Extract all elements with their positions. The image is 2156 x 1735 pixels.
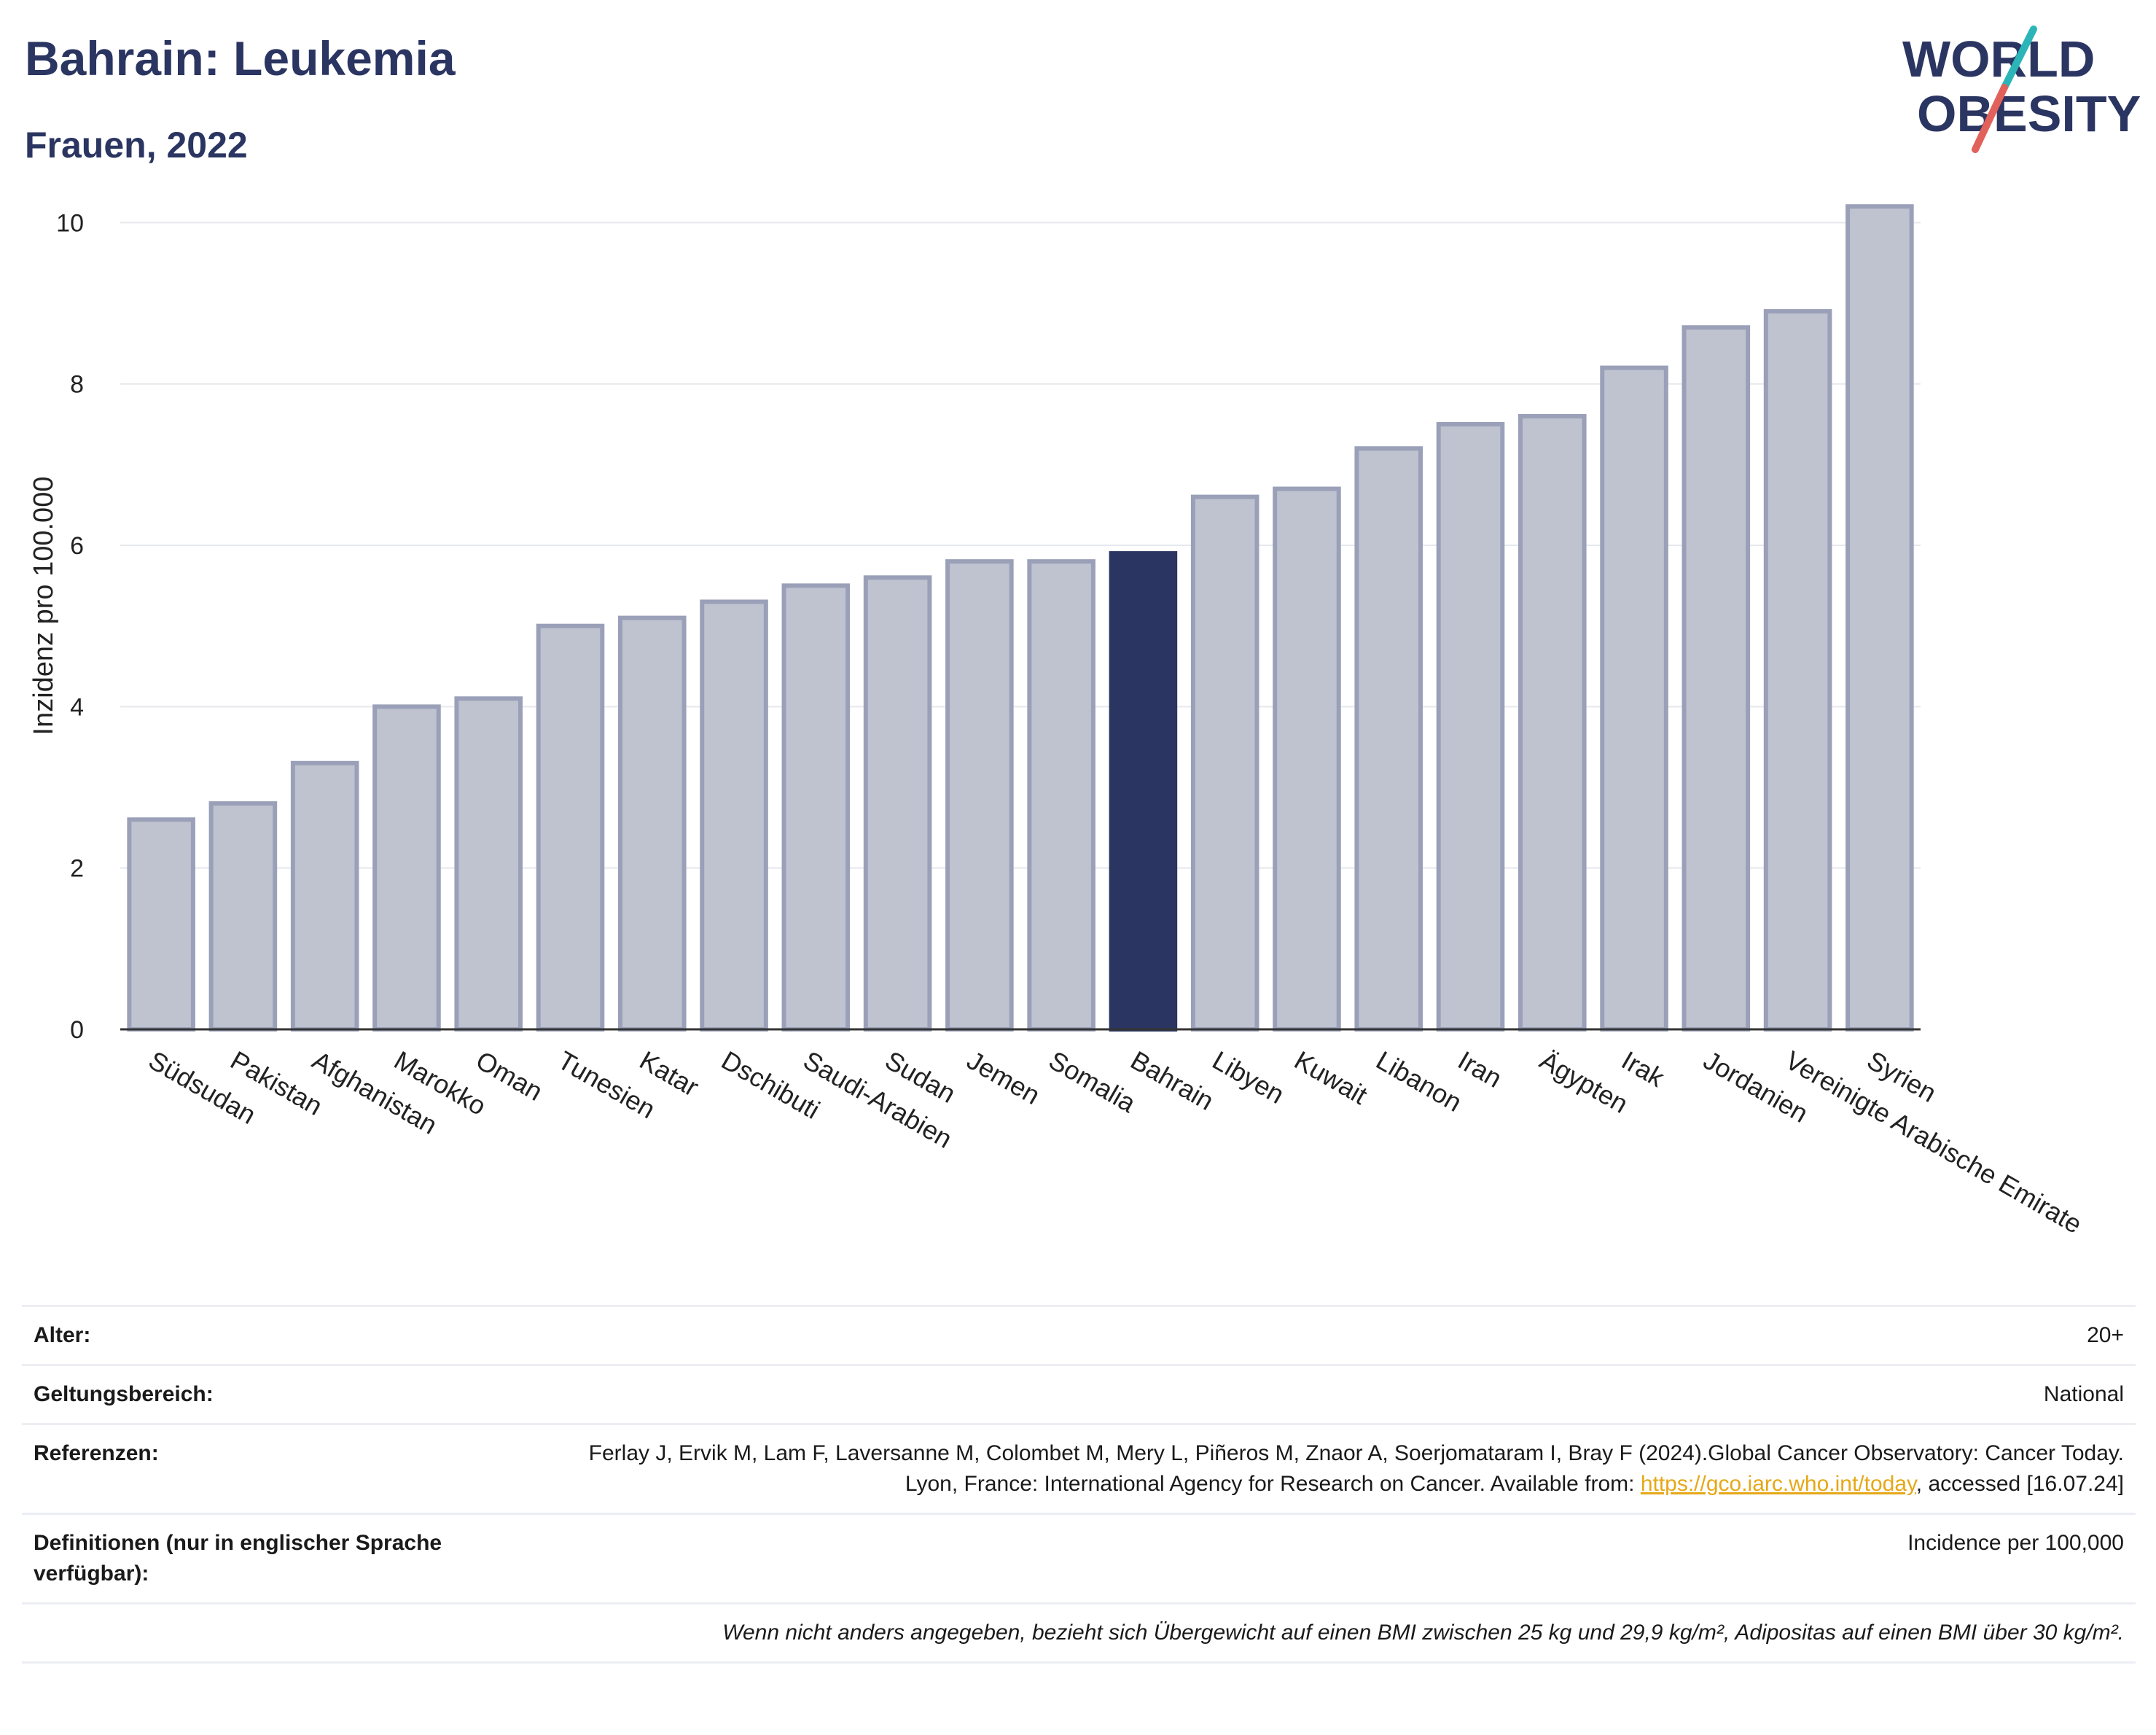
bar	[1436, 422, 1505, 1032]
bar	[1600, 365, 1668, 1032]
bar	[863, 575, 932, 1032]
x-tick-label: Libanon	[1371, 1045, 1466, 1118]
x-tick-label: Somalia	[1044, 1045, 1141, 1118]
x-tick-label: Bahrain	[1125, 1045, 1219, 1116]
age-label: Alter:	[34, 1323, 91, 1347]
x-tick-label: Jemen	[962, 1045, 1045, 1110]
age-value: 20+	[2087, 1323, 2124, 1347]
bar	[1109, 551, 1178, 1032]
bar	[454, 696, 523, 1032]
x-tick-label: Iran	[1453, 1045, 1507, 1093]
info-row-scope: Geltungsbereich: National	[22, 1364, 2136, 1423]
y-tick-label: 8	[70, 371, 84, 399]
logo-slash-teal	[2001, 26, 2037, 91]
bmi-note: Wenn nicht anders angegeben, bezieht sic…	[722, 1621, 2124, 1645]
x-tick-label: Vereinigte Arabische Emirate	[1781, 1045, 2087, 1239]
bar	[945, 559, 1014, 1032]
scope-label: Geltungsbereich:	[34, 1382, 214, 1406]
definitions-value: Incidence per 100,000	[1907, 1531, 2124, 1555]
x-tick-label: Ägypten	[1535, 1045, 1633, 1119]
references-accessed: , accessed [16.07.24]	[1915, 1472, 2124, 1496]
logo-line-2: OBESITY	[1917, 85, 2141, 142]
info-table: Alter: 20+ Geltungsbereich: National Ref…	[22, 1305, 2136, 1664]
world-obesity-logo: WORLD OBESITY	[1902, 26, 2141, 153]
chart-subtitle: Frauen, 2022	[25, 125, 248, 165]
y-axis-label: Inzidenz pro 100.000	[28, 477, 59, 736]
y-tick-label: 0	[70, 1016, 84, 1044]
bar	[372, 704, 441, 1032]
y-tick-label: 2	[70, 855, 84, 883]
bar	[208, 801, 278, 1032]
bar	[1190, 494, 1259, 1032]
definitions-label: Definitionen (nur in englischer Sprache …	[34, 1531, 442, 1586]
bar	[127, 817, 195, 1032]
chart-title: Bahrain: Leukemia	[25, 31, 456, 85]
references-text: Ferlay J, Ervik M, Lam F, Laversanne M, …	[588, 1441, 2124, 1496]
info-row-definitions: Definitionen (nur in englischer Sprache …	[22, 1513, 2136, 1602]
bar	[1682, 325, 1751, 1032]
bar	[700, 599, 768, 1032]
bar	[1027, 559, 1095, 1032]
bar	[1518, 413, 1587, 1032]
x-tick-label: Kuwait	[1289, 1045, 1372, 1110]
info-row-note: Wenn nicht anders angegeben, bezieht sic…	[22, 1602, 2136, 1664]
bar	[536, 623, 605, 1032]
scope-value: National	[2043, 1382, 2124, 1406]
logo-slash-red	[1972, 84, 2008, 153]
bar	[290, 760, 359, 1032]
logo-line-1: WORLD	[1902, 31, 2095, 87]
x-tick-label: Libyen	[1208, 1045, 1289, 1110]
bar	[1846, 204, 1914, 1032]
y-tick-label: 4	[70, 693, 84, 721]
bar	[1763, 309, 1832, 1032]
references-link[interactable]: https://gco.iarc.who.int/today	[1640, 1472, 1916, 1496]
bar	[1354, 446, 1423, 1032]
y-tick-label: 10	[56, 209, 84, 237]
x-tick-label: Irak	[1617, 1045, 1670, 1093]
info-row-references: Referenzen: Ferlay J, Ervik M, Lam F, La…	[22, 1423, 2136, 1513]
info-row-age: Alter: 20+	[22, 1305, 2136, 1364]
y-tick-label: 6	[70, 532, 84, 560]
bar	[781, 583, 851, 1032]
bar	[1273, 486, 1341, 1032]
bar	[617, 615, 687, 1032]
references-label: Referenzen:	[34, 1441, 159, 1465]
references-value: Ferlay J, Ervik M, Lam F, Laversanne M, …	[544, 1438, 2124, 1500]
